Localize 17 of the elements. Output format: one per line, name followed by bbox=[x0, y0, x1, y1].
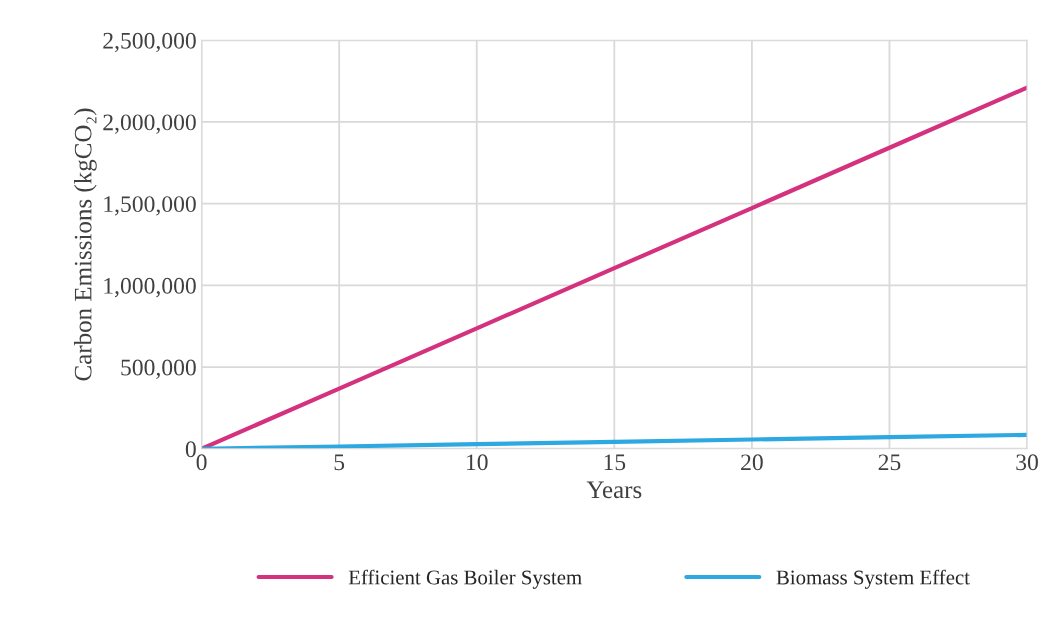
legend-label: Biomass System Effect bbox=[776, 569, 970, 589]
y-axis-title: Carbon Emissions (kgCO₂) bbox=[73, 108, 97, 381]
legend-label: Efficient Gas Boiler System bbox=[348, 569, 582, 589]
x-tick-label: 30 bbox=[1016, 454, 1038, 471]
x-tick-label: 25 bbox=[878, 454, 901, 471]
x-axis-title: Years bbox=[586, 481, 642, 499]
x-tick-label: 0 bbox=[196, 454, 207, 471]
y-tick-label: 2,000,000 bbox=[103, 114, 196, 134]
x-tick-label: 5 bbox=[334, 454, 345, 471]
x-tick-label: 20 bbox=[741, 454, 763, 471]
y-tick-label: 2,500,000 bbox=[103, 32, 196, 53]
x-tick-label: 15 bbox=[604, 454, 626, 471]
y-tick-label: 1,500,000 bbox=[104, 196, 196, 216]
y-tick-label: 1,000,000 bbox=[104, 277, 196, 298]
x-tick-label: 10 bbox=[467, 454, 488, 471]
y-tick-label: 0 bbox=[185, 441, 196, 458]
y-tick-label: 500,000 bbox=[121, 359, 196, 379]
